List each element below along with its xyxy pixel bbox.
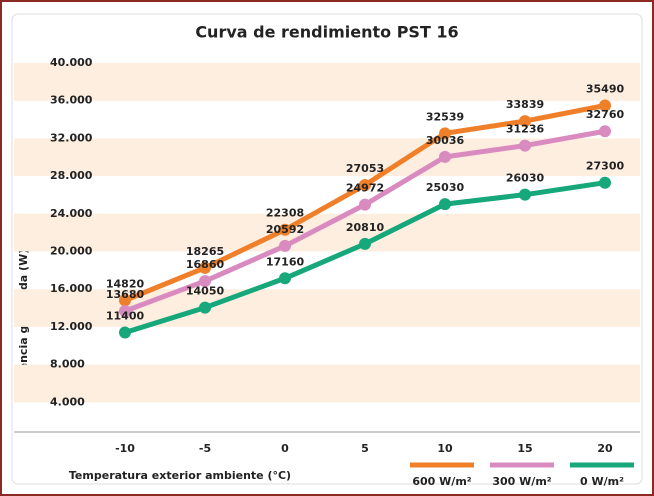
point (359, 237, 371, 250)
point (199, 261, 211, 274)
x-tick-label: -10 (115, 442, 135, 455)
y-tick-label: 36.000 (50, 94, 93, 107)
point (279, 272, 291, 285)
grid-band (14, 289, 640, 327)
point (599, 125, 611, 138)
point (119, 326, 131, 339)
point (519, 188, 531, 201)
data-label: 14050 (186, 285, 225, 298)
x-axis-label: Temperatura exterior ambiente (°C) (69, 469, 291, 482)
data-label: 30036 (426, 134, 465, 147)
y-tick-label: 24.000 (50, 207, 93, 220)
data-label: 20810 (346, 221, 385, 234)
point (599, 99, 611, 112)
point (279, 223, 291, 236)
data-label: 31236 (506, 123, 545, 136)
x-tick-label: 10 (437, 442, 453, 455)
point (199, 275, 211, 288)
data-label: 27300 (586, 160, 625, 173)
data-label: 13680 (106, 288, 145, 301)
point (119, 305, 131, 318)
data-label: 33839 (506, 98, 544, 111)
chart-title: Curva de rendimiento PST 16 (195, 23, 458, 42)
data-label: 32539 (426, 110, 464, 123)
point (359, 198, 371, 211)
y-tick-label: 16.000 (50, 282, 93, 295)
data-label: 20592 (266, 223, 304, 236)
data-label: 16860 (186, 258, 225, 271)
x-tick-label: 20 (597, 442, 613, 455)
x-tick-label: 5 (361, 442, 369, 455)
data-label: 26030 (506, 172, 545, 185)
data-label: 17160 (266, 255, 305, 268)
point (279, 239, 291, 252)
grid-band (14, 213, 640, 252)
y-tick-label: 40.000 (50, 56, 93, 69)
point (519, 139, 531, 152)
y-tick-label: 8.000 (50, 358, 85, 371)
y-tick-label: 32.000 (50, 131, 93, 144)
legend-label: 0 W/m² (580, 475, 624, 488)
point (199, 301, 211, 314)
x-tick-label: 0 (281, 442, 289, 455)
x-tick-label: -5 (199, 442, 211, 455)
data-label: 18265 (186, 245, 224, 258)
y-tick-label: 12.000 (50, 320, 93, 333)
data-label: 32760 (586, 108, 625, 121)
data-label: 14820 (106, 277, 145, 290)
legend-label: 300 W/m² (492, 475, 551, 488)
point (439, 198, 451, 211)
grid-band (14, 364, 640, 403)
point (519, 115, 531, 128)
data-label: 24972 (346, 182, 384, 195)
y-tick-label: 4.000 (50, 395, 85, 408)
legend-label: 600 W/m² (412, 475, 471, 488)
data-label: 22308 (266, 207, 304, 220)
x-tick-label: 15 (517, 442, 532, 455)
point (359, 179, 371, 192)
point (439, 127, 451, 140)
grid-band (14, 63, 640, 101)
data-label: 25030 (426, 181, 465, 194)
data-label: 35490 (586, 83, 625, 96)
data-label: 27053 (346, 162, 384, 175)
y-tick-label: 28.000 (50, 169, 93, 182)
point (599, 176, 611, 189)
point (439, 150, 451, 163)
data-label: 11400 (106, 310, 145, 323)
y-tick-label: 20.000 (50, 245, 93, 258)
point (119, 294, 131, 307)
